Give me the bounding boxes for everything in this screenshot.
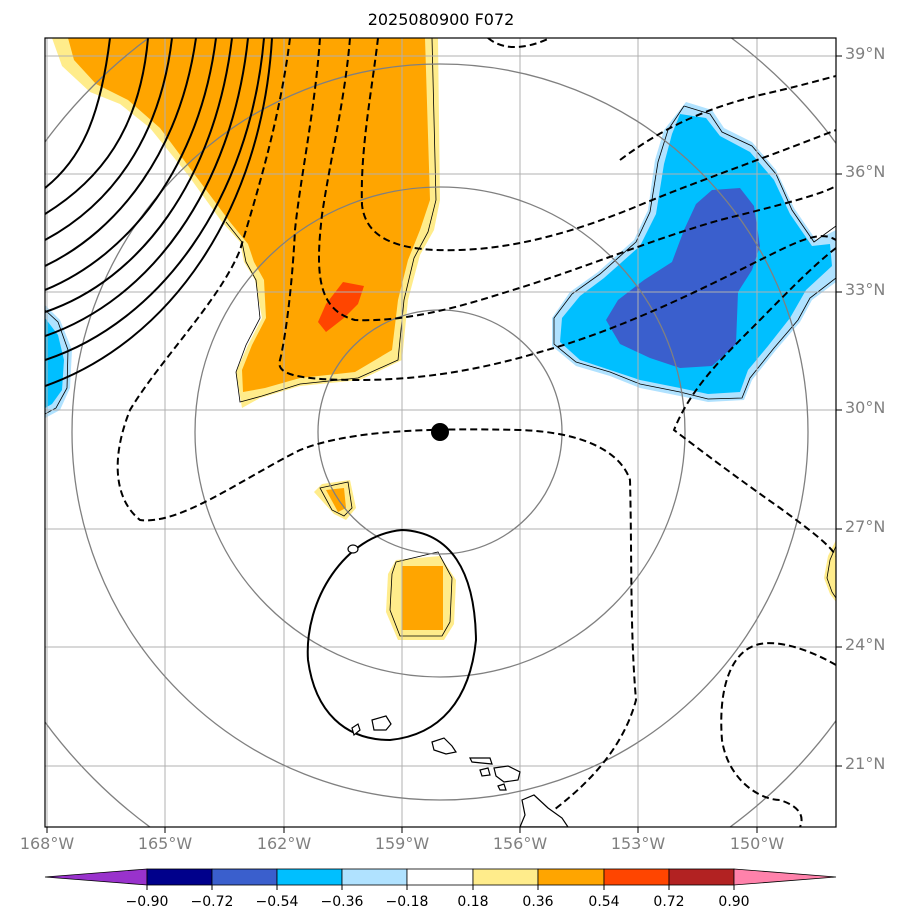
island-kahoolawe [497, 783, 507, 791]
solid-contours [45, 38, 478, 742]
coastline-hawaiian-islands [347, 544, 569, 827]
colorbar-label: 0.90 [718, 894, 750, 910]
lon-label-162w: 162°W [256, 834, 312, 853]
central-positive-patch [402, 566, 443, 630]
island-oahu [431, 737, 457, 755]
colorbar-label: −0.90 [125, 894, 169, 910]
island-hawaii [519, 794, 569, 827]
colorbar [44, 868, 837, 886]
lat-label-30n: 30°N [845, 398, 886, 417]
shading-outlines [45, 38, 836, 637]
island-lanai [479, 767, 491, 777]
small-positive-patch [326, 488, 346, 512]
positive-anomaly-core [318, 282, 364, 332]
east-negative-core [606, 188, 760, 368]
lat-label-36n: 36°N [845, 162, 886, 181]
lon-label-156w: 156°W [492, 834, 548, 853]
colorbar-label: −0.36 [320, 894, 364, 910]
lat-label-24n: 24°N [845, 635, 886, 654]
center-marker [431, 423, 449, 441]
closed-low-contour [306, 528, 478, 742]
east-edge-positive-patch [824, 540, 836, 602]
shaded-anomaly-fields [45, 38, 836, 640]
colorbar-extend-low [44, 868, 148, 886]
lon-ticks [46, 827, 758, 833]
lon-label-165w: 165°W [137, 834, 193, 853]
lat-label-39n: 39°N [845, 44, 886, 63]
lon-label-168w: 168°W [19, 834, 75, 853]
small-island [347, 544, 359, 554]
colorbar-ticks [146, 885, 735, 890]
colorbar-label: −0.18 [385, 894, 429, 910]
colorbar-label: 0.36 [522, 894, 554, 910]
colorbar-label: −0.54 [255, 894, 299, 910]
colorbar-label: 0.54 [588, 894, 620, 910]
island-niihau [351, 723, 361, 737]
colorbar-label: −0.72 [190, 894, 234, 910]
page-title: 2025080900 F072 [367, 10, 515, 29]
colorbar-label: 0.72 [653, 894, 685, 910]
colorbar-extend-high [733, 868, 837, 886]
lon-label-150w: 150°W [729, 834, 785, 853]
colorbar-label: 0.18 [457, 894, 489, 910]
lat-label-27n: 27°N [845, 517, 886, 536]
island-maui [493, 765, 521, 783]
lat-ticks [836, 55, 842, 767]
west-negative-patch [45, 318, 64, 408]
dashed-contours [116, 38, 836, 827]
lat-label-21n: 21°N [845, 754, 886, 773]
lon-label-153w: 153°W [610, 834, 666, 853]
lat-label-33n: 33°N [845, 280, 886, 299]
island-molokai [469, 757, 493, 765]
gridlines [45, 38, 836, 827]
map-frame [44, 37, 837, 828]
island-kauai [371, 715, 392, 731]
lon-label-159w: 159°W [374, 834, 430, 853]
